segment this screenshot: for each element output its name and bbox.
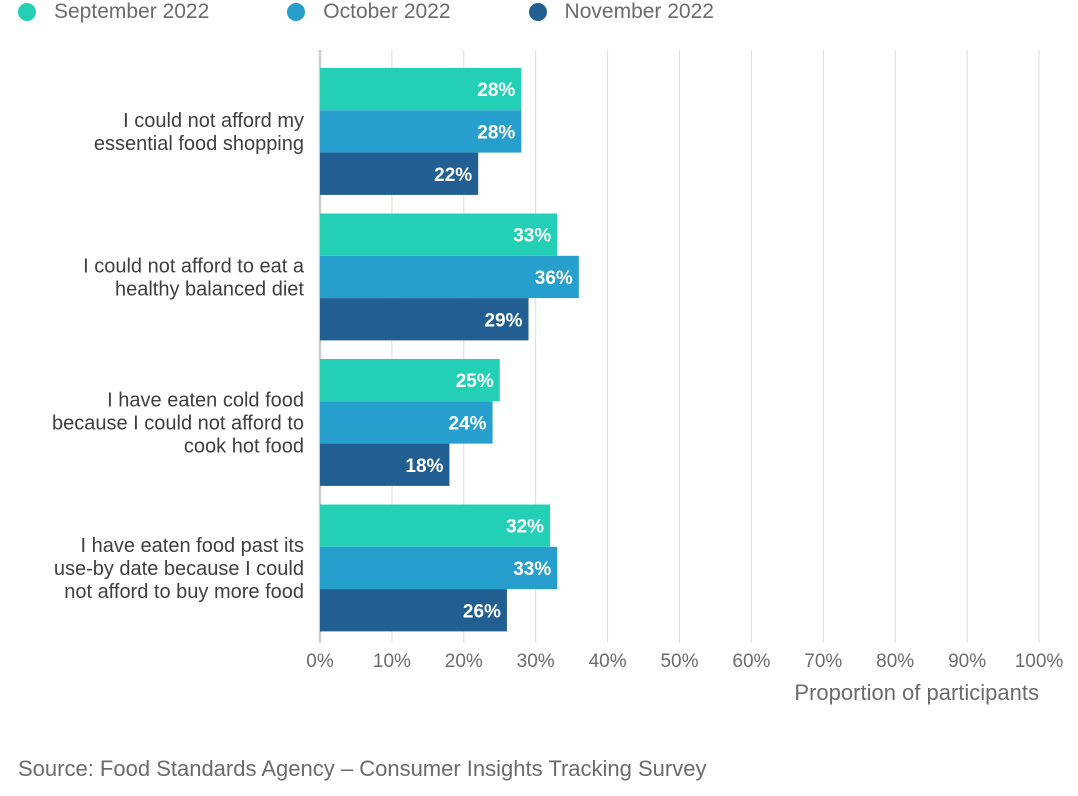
x-axis-tick-labels: 0% 10% 20% 30% 40% 50% 60% 70% 80% 90% 100% [306,651,1063,672]
category-label: I have eaten cold food because I could no… [52,389,304,457]
bar [320,298,529,341]
bar-value-label: 18% [405,456,443,477]
x-tick-label: 60% [732,651,770,672]
x-tick-label: 100% [1015,651,1064,672]
bar-value-label: 26% [463,601,501,622]
bar [320,443,450,486]
chart-legend: September 2022 October 2022 November 202… [18,0,714,24]
legend-label-october: October 2022 [323,0,451,23]
bar-value-label: 32% [506,517,544,538]
source-note: Source: Food Standards Agency – Consumer… [18,756,707,781]
bar-value-label: 24% [449,413,487,434]
legend-marker-september [18,3,36,21]
legend-marker-october [287,3,306,21]
bar-value-label: 29% [484,310,522,331]
legend-label-november: November 2022 [564,0,714,23]
category-label: I could not afford to eat a healthy balan… [83,255,305,300]
bar [320,213,558,256]
bar [320,546,558,590]
bar-value-label: 22% [434,165,472,186]
legend-label-september: September 2022 [54,0,210,23]
x-tick-label: 0% [306,651,334,672]
category-label-line: I could not afford to eat a [83,255,305,277]
x-tick-label: 90% [948,651,986,672]
category-label: I could not afford my essential food shop… [94,110,304,155]
category-label-line: use-by date because I could [54,558,304,580]
bar-value-label: 28% [477,80,515,101]
bar [320,68,522,111]
bar [320,401,493,444]
x-tick-label: 50% [660,651,698,672]
x-tick-label: 70% [804,651,842,672]
x-tick-label: 10% [373,651,411,672]
bar [320,589,507,632]
category-label-line: healthy balanced diet [115,278,304,300]
category-label-line: because I could not afford to [52,412,304,434]
category-label-line: cook hot food [184,435,304,457]
bar-value-label: 33% [513,559,551,580]
bar [320,152,479,195]
bar-value-labels: 28% 28% 22% 33% 36% 29% 25% 24% 18% 32% 33% 26% [405,80,573,622]
category-labels: I could not afford my essential food shop… [52,110,305,603]
x-tick-label: 30% [517,651,555,672]
bar-value-label: 33% [513,226,551,247]
bar [320,359,500,402]
x-axis-title: Proportion of participants [794,680,1039,705]
bar [320,255,579,299]
bar-value-label: 28% [477,122,515,143]
legend-marker-november [528,3,547,21]
category-label-line: I have eaten food past its [81,535,305,557]
bar-chart: 28% 28% 22% 33% 36% 29% 25% 24% 18% 32% 33% 26% I c… [52,50,1063,705]
x-tick-label: 20% [445,651,483,672]
category-label-line: I could not afford my [123,110,304,132]
bar [320,110,522,153]
category-label-line: not afford to buy more food [64,581,304,603]
legend-item-november: November 2022 [528,0,714,24]
bar-value-label: 36% [535,268,573,289]
bar [320,504,551,547]
x-tick-label: 80% [876,651,914,672]
legend-item-october: October 2022 [287,0,451,24]
category-label-line: I have eaten cold food [107,389,304,411]
legend-item-september: September 2022 [18,0,209,24]
x-tick-label: 40% [589,651,627,672]
bars [320,68,579,632]
category-label-line: essential food shopping [94,133,304,155]
category-label: I have eaten food past its use-by date be… [54,535,304,603]
bar-value-label: 25% [456,371,494,392]
